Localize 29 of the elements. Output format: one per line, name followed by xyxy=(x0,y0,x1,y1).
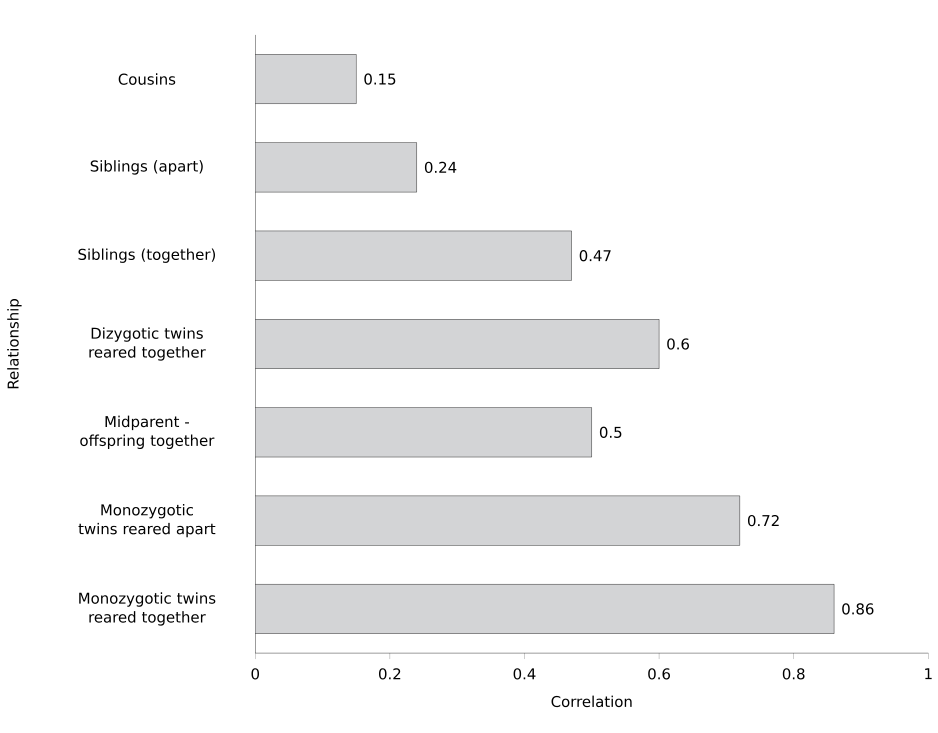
bar xyxy=(255,319,660,369)
bar xyxy=(255,496,740,546)
data-label: 0.47 xyxy=(580,250,611,262)
y-tick-label: Cousins xyxy=(118,73,176,85)
y-tick-label: Dizygotic twins reared together xyxy=(89,327,206,361)
bar xyxy=(255,54,356,104)
x-tick-label: 1 xyxy=(925,668,932,680)
y-tick-label: Siblings (apart) xyxy=(90,160,203,175)
x-tick-label: 0.6 xyxy=(648,668,670,680)
bar xyxy=(255,142,417,192)
data-label: 0.86 xyxy=(842,603,874,615)
y-axis-title: Relationship xyxy=(7,299,22,388)
x-tick-label: 0.2 xyxy=(379,668,400,680)
data-label: 0.5 xyxy=(600,426,622,438)
bar xyxy=(255,584,834,634)
x-tick-label: 0.8 xyxy=(782,668,805,680)
y-tick-label: Monozygotic twins reared together xyxy=(79,592,216,626)
data-label: 0.15 xyxy=(364,73,396,85)
bar xyxy=(255,230,572,281)
data-label: 0.72 xyxy=(748,515,779,526)
y-tick-label: Monozygotic twins reared apart xyxy=(78,504,216,538)
x-tick-label: 0.4 xyxy=(514,668,536,680)
data-label: 0.24 xyxy=(424,162,456,174)
y-tick-label: Midparent - offspring together xyxy=(80,416,214,450)
bar xyxy=(255,407,592,458)
x-axis-title: Correlation xyxy=(552,696,632,708)
x-tick-label: 0 xyxy=(252,668,260,680)
y-tick-label: Siblings (together) xyxy=(78,248,216,263)
data-label: 0.6 xyxy=(667,338,689,350)
